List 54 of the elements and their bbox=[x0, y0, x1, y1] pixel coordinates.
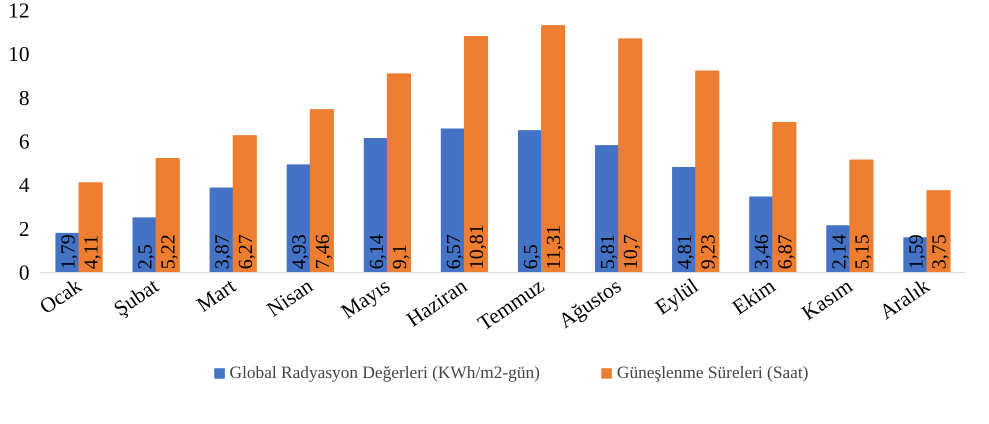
data-label: 9,23 bbox=[697, 234, 720, 270]
x-tick-label: Nisan bbox=[262, 273, 318, 322]
data-label: 2,5 bbox=[134, 244, 157, 270]
data-label: 1,79 bbox=[57, 234, 80, 270]
y-tick-label: 6 bbox=[18, 130, 30, 154]
y-tick-label: 10 bbox=[8, 42, 30, 66]
data-label: 6,87 bbox=[774, 234, 796, 270]
data-label: 9,1 bbox=[388, 244, 411, 270]
bar bbox=[541, 25, 566, 272]
bar bbox=[464, 36, 488, 272]
data-label: 7,46 bbox=[312, 234, 334, 270]
data-label: 3,87 bbox=[212, 234, 234, 270]
data-label: 6,57 bbox=[442, 234, 465, 270]
bar bbox=[926, 190, 951, 272]
data-label: 5,15 bbox=[851, 234, 874, 270]
bar bbox=[286, 164, 311, 272]
data-label: 5,81 bbox=[597, 234, 620, 270]
y-tick-label: 8 bbox=[18, 86, 30, 110]
legend-label: Global Radyasyon Değerleri (KWh/m2-gün) bbox=[230, 363, 540, 383]
data-label: 3,46 bbox=[751, 234, 774, 270]
bar bbox=[772, 122, 796, 272]
y-tick-label: 2 bbox=[18, 216, 30, 241]
y-tick-label: 4 bbox=[18, 173, 30, 198]
bar bbox=[156, 158, 180, 272]
data-label: 10,81 bbox=[466, 224, 488, 270]
bar bbox=[364, 138, 388, 272]
bar bbox=[695, 70, 720, 272]
bar bbox=[440, 128, 465, 272]
data-label: 11,31 bbox=[543, 224, 566, 270]
bar bbox=[595, 145, 620, 272]
data-label: 1,59 bbox=[905, 234, 928, 270]
data-label: 4,11 bbox=[80, 234, 103, 270]
data-label: 3,75 bbox=[928, 234, 951, 270]
bar bbox=[78, 182, 103, 272]
data-label: 6,14 bbox=[366, 234, 388, 270]
legend-label: Güneşlenme Süreleri (Saat) bbox=[616, 363, 808, 383]
x-tick-label: Ocak bbox=[35, 273, 86, 319]
data-label: 2,14 bbox=[828, 234, 850, 270]
bar bbox=[618, 38, 642, 272]
y-tick-label: 0 bbox=[18, 260, 30, 284]
y-tick-label: 12 bbox=[8, 0, 30, 22]
data-label: 10,7 bbox=[620, 234, 642, 270]
bar bbox=[849, 160, 874, 272]
bar bbox=[518, 130, 542, 272]
data-label: 4,81 bbox=[674, 234, 696, 270]
data-label: 6,5 bbox=[520, 244, 542, 270]
data-label: 5,22 bbox=[158, 234, 180, 270]
bar bbox=[386, 73, 411, 272]
bar bbox=[232, 135, 257, 272]
x-tick-label: Ekim bbox=[728, 273, 780, 320]
x-tick-label: Mart bbox=[192, 274, 240, 317]
data-label: 6,27 bbox=[234, 234, 257, 270]
bar bbox=[310, 109, 334, 272]
data-label: 4,93 bbox=[288, 234, 311, 270]
